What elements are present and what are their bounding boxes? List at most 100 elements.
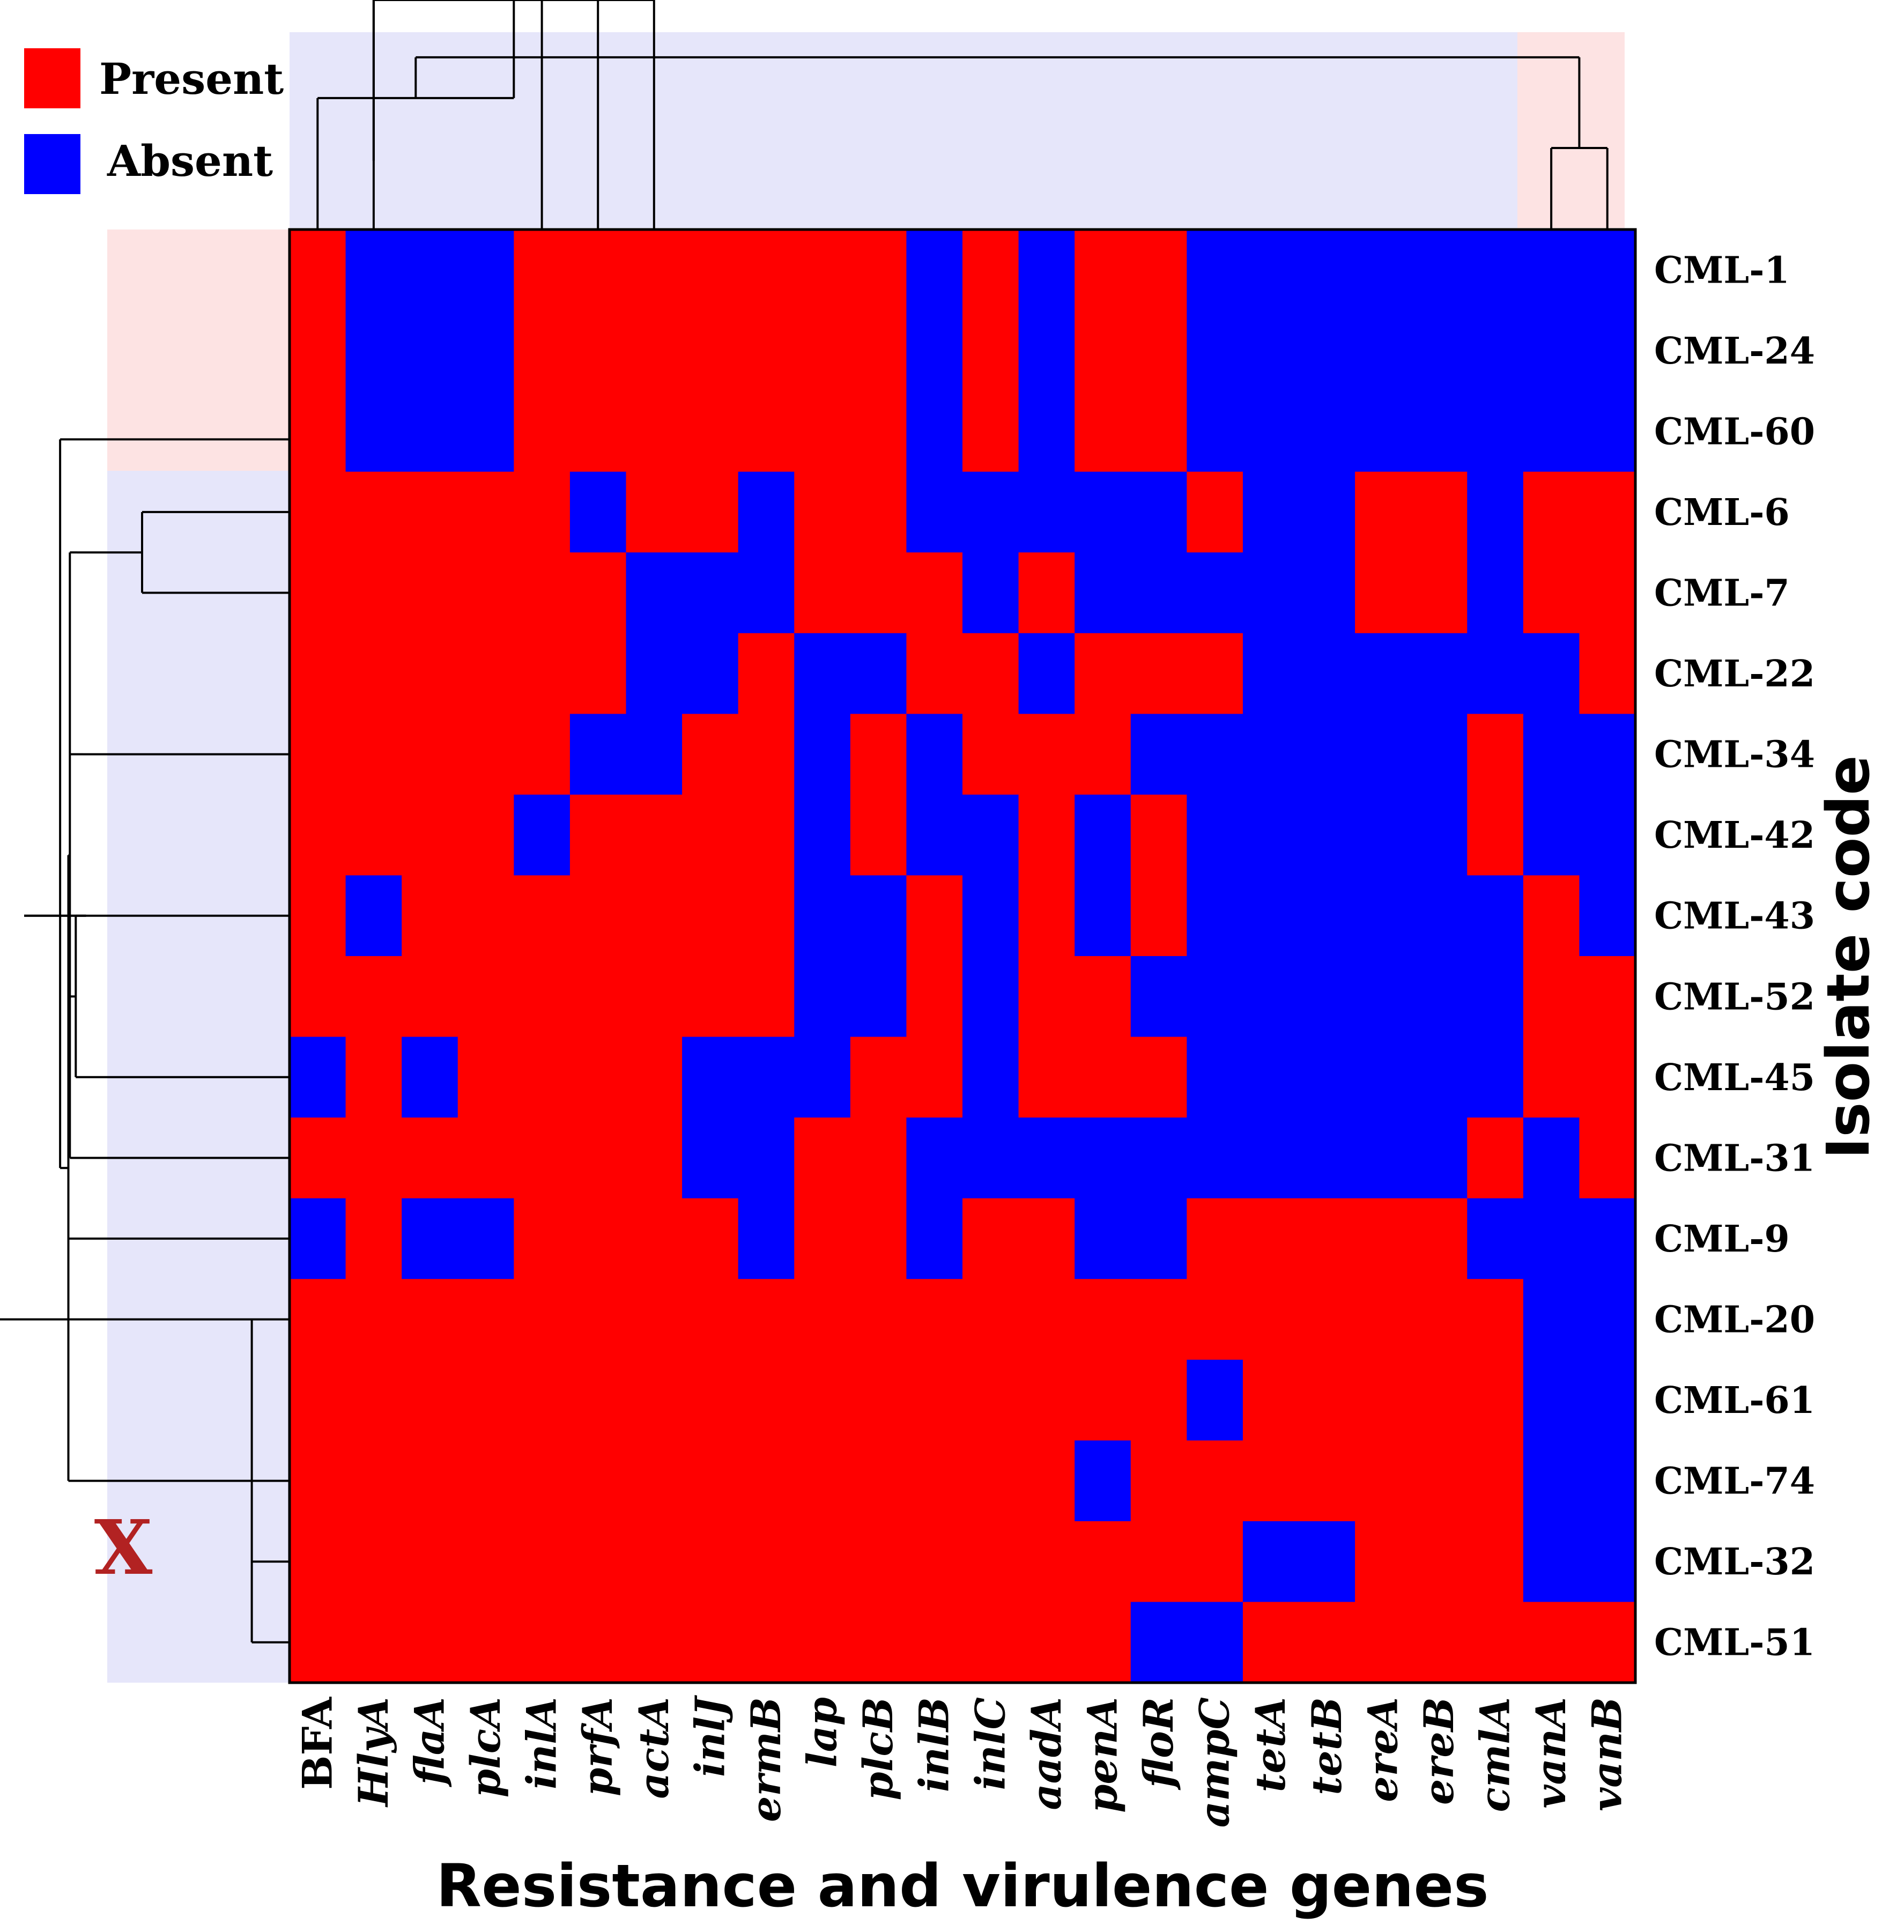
heatmap-cell-CML-22-aadA xyxy=(1018,633,1075,715)
heatmap-cell-CML-43-tetB xyxy=(1299,875,1355,957)
heatmap-cell-CML-34-lap xyxy=(794,714,851,795)
heatmap-cell-CML-20-actA xyxy=(626,1279,683,1360)
heatmap-cell-CML-61-prfA xyxy=(569,1359,627,1441)
heatmap-cell-CML-6-penA xyxy=(1075,471,1131,553)
heatmap-cell-CML-22-HlyA xyxy=(345,633,402,715)
heatmap-cell-CML-45-plcA xyxy=(457,1037,515,1118)
heatmap-cell-CML-24-ermB xyxy=(738,310,795,391)
heatmap-cell-CML-1-cmlA xyxy=(1467,230,1524,311)
heatmap-cell-CML-6-cmlA xyxy=(1467,471,1524,553)
heatmap-cell-CML-61-ereA xyxy=(1355,1359,1412,1441)
row-label-CML-7: CML-7 xyxy=(1654,572,1790,615)
heatmap-cell-CML-20-inlB xyxy=(906,1279,963,1360)
heatmap-cell-CML-51-inlB xyxy=(906,1602,963,1683)
heatmap-cell-CML-24-penA xyxy=(1075,310,1131,391)
column-label-plcA: plcA xyxy=(462,1697,509,1797)
heatmap-cell-CML-51-HlyA xyxy=(345,1602,402,1683)
heatmap-cell-CML-7-floR xyxy=(1130,552,1188,634)
heatmap-cell-CML-74-tetA xyxy=(1242,1440,1300,1522)
heatmap-cell-CML-31-plcB xyxy=(850,1117,907,1199)
heatmap-cell-CML-42-cmlA xyxy=(1467,794,1524,876)
heatmap-cell-CML-1-BFA xyxy=(290,230,346,311)
heatmap-cell-CML-45-tetA xyxy=(1242,1037,1300,1118)
heatmap-cell-CML-51-ereA xyxy=(1355,1602,1412,1683)
heatmap-cell-CML-24-actA xyxy=(626,310,683,391)
heatmap-cell-CML-52-HlyA xyxy=(345,956,402,1038)
heatmap-cell-CML-60-lap xyxy=(794,391,851,472)
heatmap-cell-CML-7-inlJ xyxy=(682,552,739,634)
heatmap-cell-CML-60-ermB xyxy=(738,391,795,472)
heatmap-cell-CML-74-BFA xyxy=(290,1440,346,1522)
heatmap-cell-CML-24-vanB xyxy=(1579,310,1636,391)
heatmap-cell-CML-20-floR xyxy=(1130,1279,1188,1360)
column-label-ereB: ereB xyxy=(1415,1697,1463,1805)
heatmap-cell-CML-43-vanA xyxy=(1523,875,1580,957)
heatmap-cell-CML-32-vanA xyxy=(1523,1521,1580,1603)
heatmap-cell-CML-51-penA xyxy=(1075,1602,1131,1683)
heatmap-cell-CML-34-tetA xyxy=(1242,714,1300,795)
heatmap-cell-CML-52-flaA xyxy=(402,956,458,1038)
heatmap-cell-CML-43-ereA xyxy=(1355,875,1412,957)
heatmap-cell-CML-7-BFA xyxy=(290,552,346,634)
heatmap-cell-CML-31-penA xyxy=(1075,1117,1131,1199)
heatmap-cell-CML-60-floR xyxy=(1130,391,1188,472)
row-label-CML-60: CML-60 xyxy=(1654,410,1815,453)
heatmap-cell-CML-42-flaA xyxy=(402,794,458,876)
heatmap-cell-CML-20-ermB xyxy=(738,1279,795,1360)
heatmap-cell-CML-51-floR xyxy=(1130,1602,1188,1683)
col-dendrogram-bg-cluster xyxy=(1517,32,1625,228)
row-label-CML-9: CML-9 xyxy=(1654,1218,1790,1261)
heatmap-cell-CML-32-actA xyxy=(626,1521,683,1603)
heatmap-cell-CML-24-aadA xyxy=(1018,310,1075,391)
heatmap-cell-CML-6-prfA xyxy=(569,471,627,553)
heatmap-cell-CML-1-ereB xyxy=(1411,230,1468,311)
heatmap-cell-CML-6-ermB xyxy=(738,471,795,553)
heatmap-cell-CML-24-vanA xyxy=(1523,310,1580,391)
heatmap-cell-CML-9-floR xyxy=(1130,1198,1188,1280)
heatmap-cell-CML-32-ereB xyxy=(1411,1521,1468,1603)
heatmap-cell-CML-34-ereA xyxy=(1355,714,1412,795)
heatmap-cell-CML-24-inlC xyxy=(962,310,1019,391)
heatmap-cell-CML-51-inlJ xyxy=(682,1602,739,1683)
heatmap-cell-CML-74-ermB xyxy=(738,1440,795,1522)
heatmap-cell-CML-22-tetB xyxy=(1299,633,1355,715)
heatmap-cell-CML-9-inlB xyxy=(906,1198,963,1280)
heatmap-cell-CML-43-HlyA xyxy=(345,875,402,957)
heatmap-cell-CML-74-penA xyxy=(1075,1440,1131,1522)
heatmap-cell-CML-42-aadA xyxy=(1018,794,1075,876)
heatmap-cell-CML-42-prfA xyxy=(569,794,627,876)
heatmap-cell-CML-9-tetB xyxy=(1299,1198,1355,1280)
column-label-flaA: flaA xyxy=(406,1697,454,1787)
heatmap-cell-CML-43-inlA xyxy=(514,875,571,957)
heatmap-cell-CML-61-cmlA xyxy=(1467,1359,1524,1441)
heatmap-cell-CML-61-vanB xyxy=(1579,1359,1636,1441)
heatmap-cell-CML-42-vanB xyxy=(1579,794,1636,876)
column-label-inlC: inlC xyxy=(966,1697,1014,1790)
heatmap-cell-CML-52-cmlA xyxy=(1467,956,1524,1038)
heatmap-cell-CML-34-ereB xyxy=(1411,714,1468,795)
heatmap-cell-CML-51-actA xyxy=(626,1602,683,1683)
heatmap-cell-CML-42-ereA xyxy=(1355,794,1412,876)
heatmap-cell-CML-24-inlJ xyxy=(682,310,739,391)
heatmap-cell-CML-43-inlC xyxy=(962,875,1019,957)
column-labels: BFA HlyA flaA plcA inlA prfA actA inlJ ermB lap pl… xyxy=(293,1694,1631,1827)
heatmap-cell-CML-43-actA xyxy=(626,875,683,957)
column-label-inlB: inlB xyxy=(910,1697,958,1792)
row-label-CML-51: CML-51 xyxy=(1654,1622,1815,1664)
heatmap-cell-CML-7-inlC xyxy=(962,552,1019,634)
legend-present-label: Present xyxy=(99,54,284,104)
heatmap-cell-CML-7-vanB xyxy=(1579,552,1636,634)
heatmap-cell-CML-31-inlB xyxy=(906,1117,963,1199)
heatmap-cell-CML-74-flaA xyxy=(402,1440,458,1522)
heatmap-cell-CML-34-vanA xyxy=(1523,714,1580,795)
heatmap-cell-CML-22-cmlA xyxy=(1467,633,1524,715)
heatmap-cell-CML-52-penA xyxy=(1075,956,1131,1038)
heatmap-cell-CML-24-plcB xyxy=(850,310,907,391)
heatmap-cell-CML-74-floR xyxy=(1130,1440,1188,1522)
heatmap-cell-CML-61-inlA xyxy=(514,1359,571,1441)
heatmap-cell-CML-7-aadA xyxy=(1018,552,1075,634)
heatmap-cell-CML-9-penA xyxy=(1075,1198,1131,1280)
heatmap-cell-CML-52-ermB xyxy=(738,956,795,1038)
heatmap-cell-CML-22-ampC xyxy=(1187,633,1243,715)
heatmap-border xyxy=(288,228,1637,1684)
